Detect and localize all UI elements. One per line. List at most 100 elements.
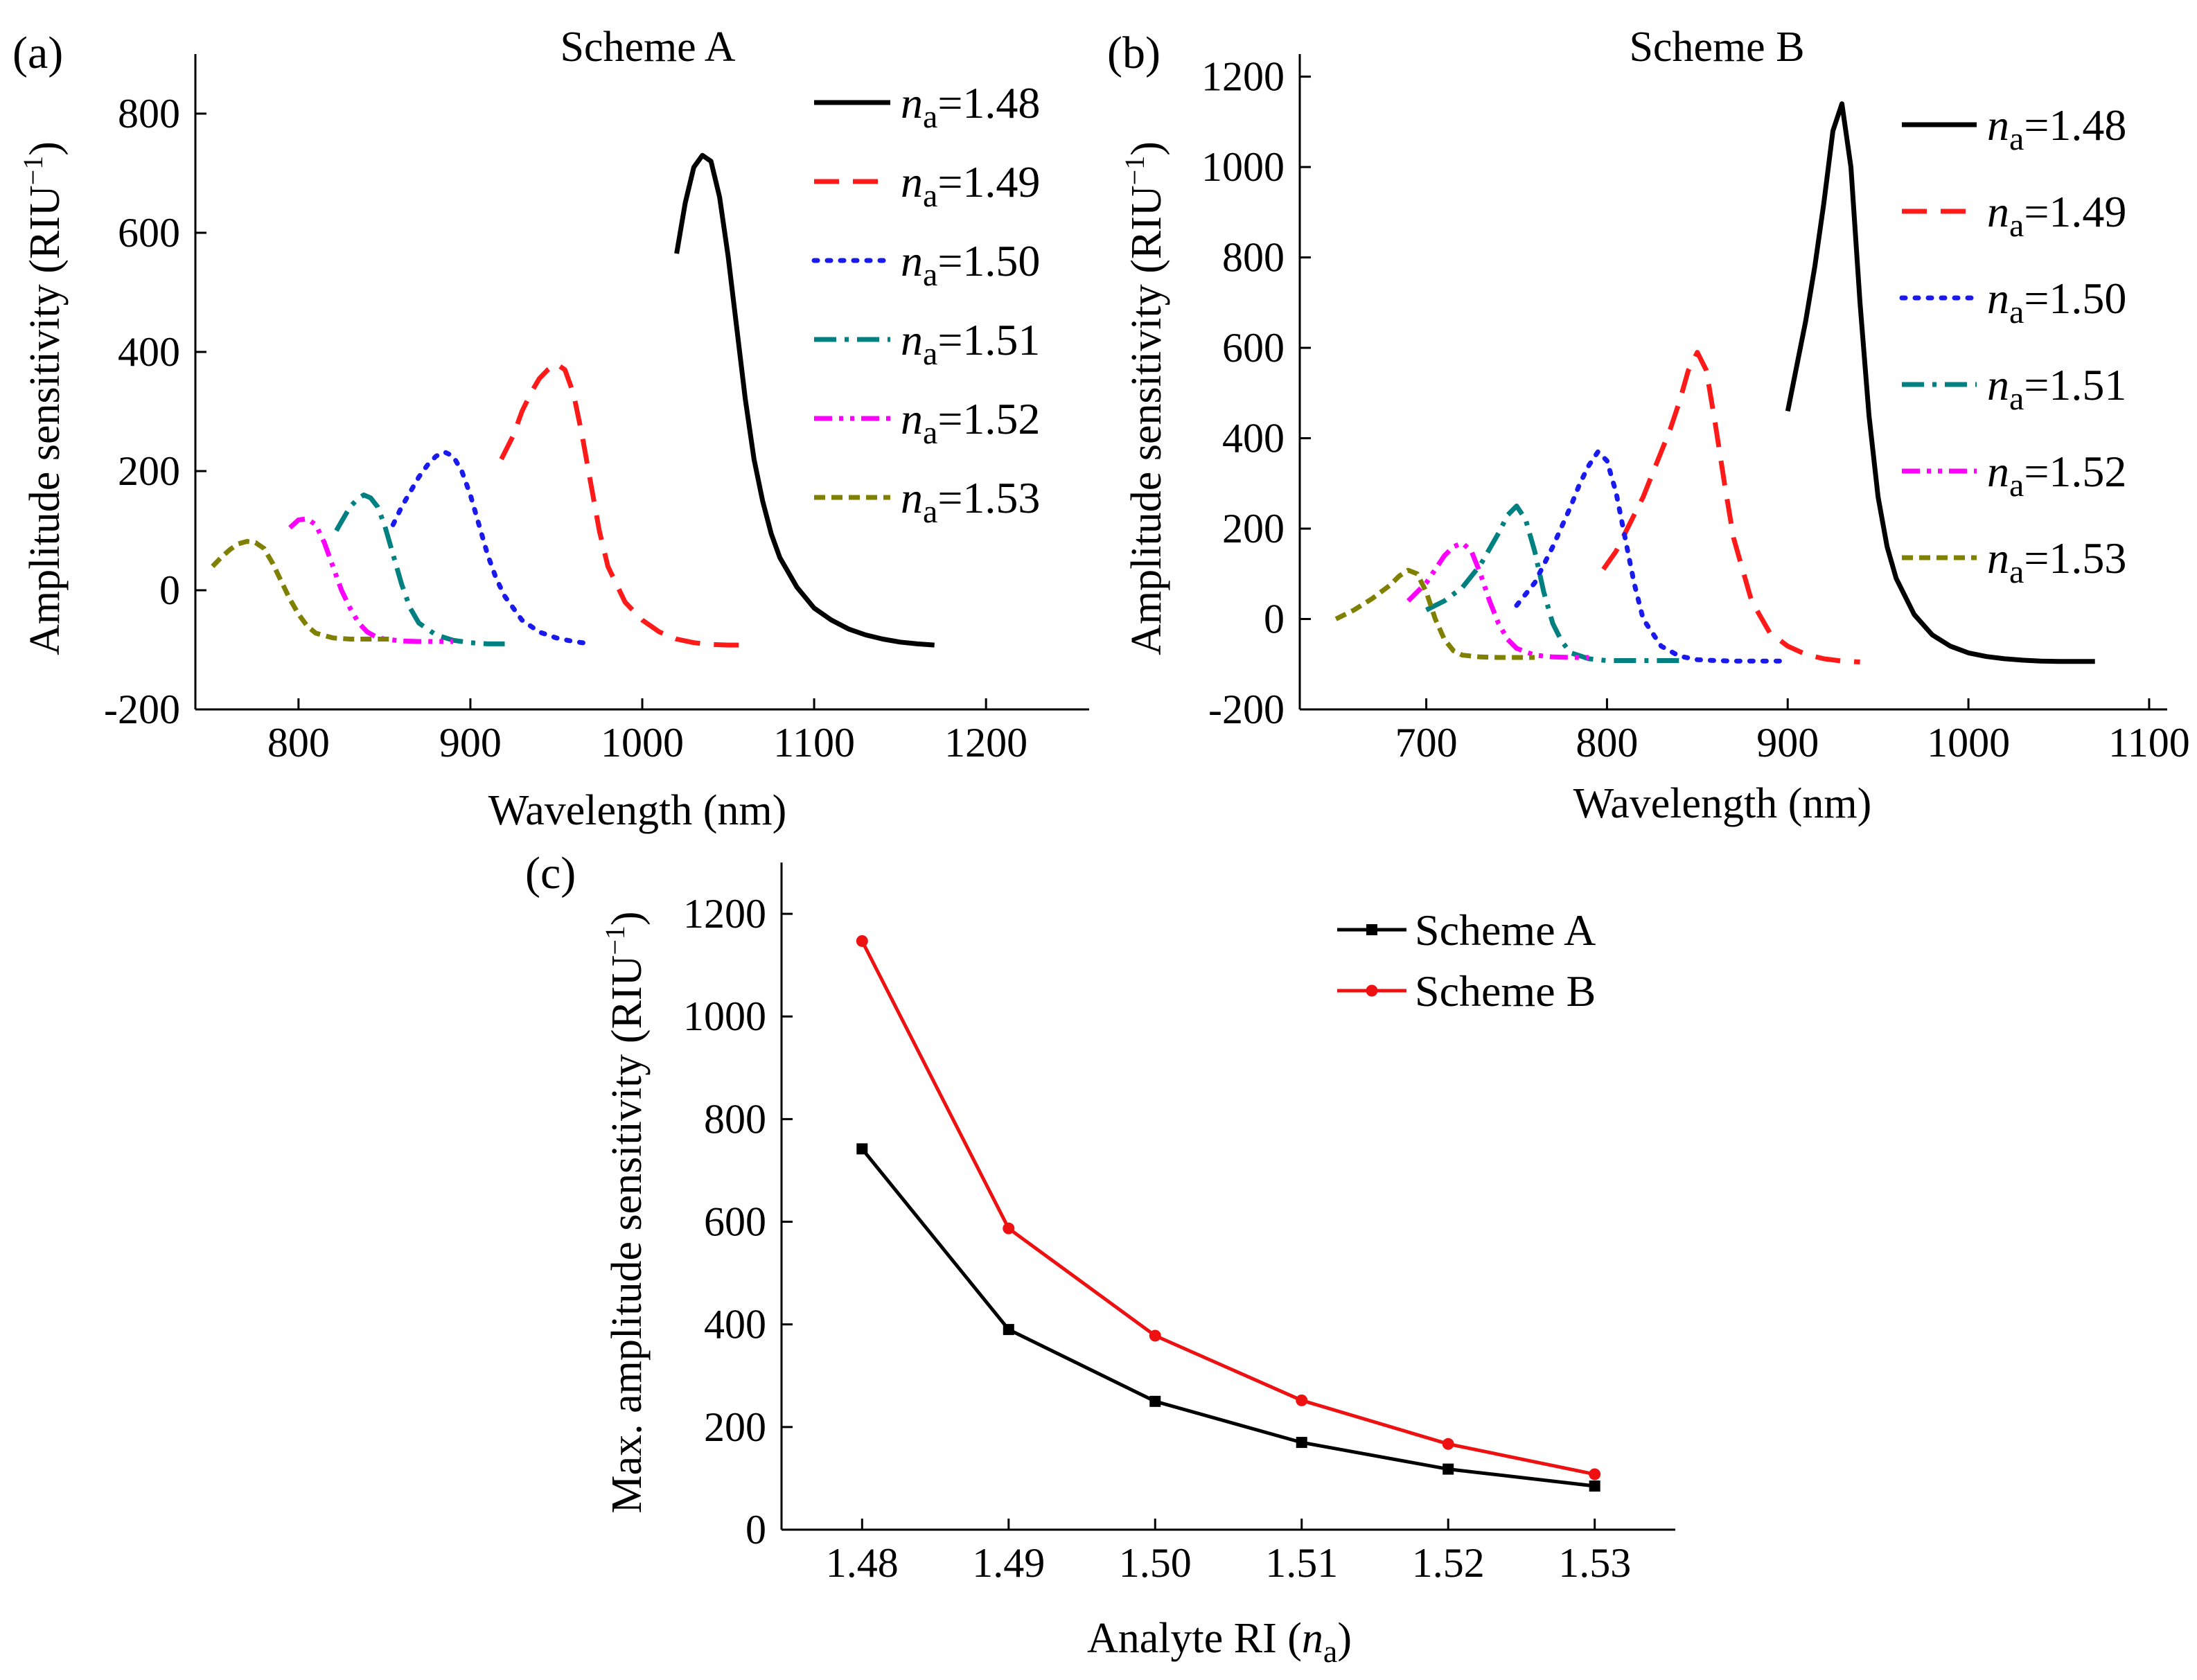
a-legend-label-2: na=1.49 <box>901 157 1040 214</box>
legend-label-n: n <box>901 473 923 522</box>
legend-label-sub: a <box>2009 554 2024 590</box>
b-legend-label-2: na=1.49 <box>1987 187 2126 244</box>
panel-c-series <box>856 935 1601 1492</box>
legend-label-value: =1.52 <box>2024 447 2126 496</box>
a-legend-label-4: na=1.51 <box>901 315 1040 372</box>
c-marker-square <box>856 1143 868 1155</box>
c-marker-circle <box>1003 1222 1015 1235</box>
b-y-tick-label: 400 <box>1222 416 1285 461</box>
b-y-tick-label: 800 <box>1222 235 1285 281</box>
panel-a-x-axis-title: Wavelength (nm) <box>488 787 787 834</box>
legend-label-n: n <box>1987 360 2009 409</box>
panel-c-legend: Scheme A Scheme B <box>1337 905 1596 1016</box>
panel-c-label: (c) <box>525 848 576 899</box>
c-marker-square <box>1589 1480 1600 1492</box>
a-series-line-3 <box>390 450 594 646</box>
c-y-tick-label: 1000 <box>683 993 766 1039</box>
b-legend-label-1: na=1.48 <box>1987 100 2126 157</box>
panel-c-y-axis-title-sup: −1 <box>599 926 630 955</box>
panel-c-y-axis-title-text: Max. amplitude sensitivity (RIU <box>603 955 651 1514</box>
a-series-line-6 <box>211 539 394 642</box>
legend-label-value: =1.48 <box>937 78 1040 127</box>
a-series-line-4 <box>334 492 505 646</box>
b-series-line-6 <box>1334 567 1535 660</box>
c-marker-square <box>1149 1395 1161 1407</box>
panel-a-y-axis-title-close: ) <box>21 141 69 156</box>
c-marker-circle <box>1149 1329 1161 1342</box>
legend-label-sub: a <box>2009 380 2024 417</box>
c-y-tick-label: 400 <box>704 1302 766 1347</box>
legend-label-n: n <box>1987 100 2009 150</box>
b-series-line-2 <box>1601 350 1860 664</box>
panel-c-x-axis-title-italic: n <box>1302 1615 1323 1662</box>
a-y-tick-label: -200 <box>104 687 180 732</box>
b-y-tick-label: 1000 <box>1201 144 1285 190</box>
a-x-tick-label: 1100 <box>773 720 855 766</box>
a-y-tick-label: 200 <box>118 448 180 494</box>
b-series-line-4 <box>1425 503 1679 663</box>
legend-label-value: =1.52 <box>937 394 1040 443</box>
c-y-tick-label: 200 <box>704 1404 766 1450</box>
panel-b-ticks: 700 800 900 1000 1100 -200 0 200 400 600 800 1000 12… <box>1201 54 2190 766</box>
a-series-line-1 <box>674 152 935 648</box>
legend-label-value: =1.51 <box>2024 360 2126 409</box>
panel-a-label: (a) <box>12 28 63 78</box>
a-y-tick-label: 400 <box>118 329 180 375</box>
a-y-tick-label: 0 <box>159 567 180 613</box>
legend-label-sub: a <box>2009 467 2024 504</box>
b-x-tick-label: 800 <box>1576 720 1638 766</box>
panel-a-y-axis-title: Amplitude sensitivity (RIU−1) <box>17 141 69 655</box>
panel-a-y-axis-title-sup: −1 <box>17 156 48 186</box>
panel-c-x-axis-title-suffix: ) <box>1337 1615 1352 1662</box>
a-x-tick-label: 1000 <box>601 720 684 766</box>
c-legend-marker <box>1366 984 1378 997</box>
c-marker-square <box>1296 1437 1307 1449</box>
c-x-tick-label: 1.52 <box>1412 1540 1485 1586</box>
a-series-line-5 <box>288 516 454 644</box>
b-series-line-3 <box>1514 449 1790 664</box>
legend-label-value: =1.53 <box>2024 533 2126 583</box>
panel-a-y-axis-title-text: Amplitude sensitivity (RIU <box>21 185 69 655</box>
legend-label-n: n <box>1987 187 2009 236</box>
panel-b-title: Scheme B <box>1629 24 1804 71</box>
legend-label-value: =1.50 <box>2024 274 2126 323</box>
c-x-tick-label: 1.50 <box>1119 1540 1192 1586</box>
c-marker-circle <box>1296 1394 1308 1406</box>
legend-label-sub: a <box>923 256 937 293</box>
a-y-tick-label: 800 <box>118 91 180 136</box>
legend-label-sub: a <box>923 493 937 530</box>
legend-label-value: =1.53 <box>937 473 1040 522</box>
legend-label-value: =1.48 <box>2024 100 2126 150</box>
panel-c-ticks: 1.48 1.49 1.50 1.51 1.52 1.53 0 200 400 600 800 100… <box>683 863 1675 1586</box>
c-marker-circle <box>856 935 868 947</box>
panel-a-series <box>211 152 935 648</box>
b-x-tick-label: 700 <box>1395 720 1458 766</box>
c-series-line-2 <box>861 940 1596 1476</box>
b-y-tick-label: 200 <box>1222 506 1285 551</box>
c-legend-label-1: Scheme A <box>1415 905 1596 955</box>
legend-label-sub: a <box>923 98 937 135</box>
panel-a-ticks: 800 900 1000 1100 1200 -200 0 200 400 600 800 <box>104 54 1089 766</box>
c-x-tick-label: 1.48 <box>826 1540 899 1586</box>
panel-a-title: Scheme A <box>560 24 735 71</box>
b-legend-label-4: na=1.51 <box>1987 360 2126 417</box>
legend-label-n: n <box>1987 533 2009 583</box>
c-x-tick-label: 1.51 <box>1265 1540 1338 1586</box>
b-legend-label-6: na=1.53 <box>1987 533 2126 590</box>
legend-label-n: n <box>901 394 923 443</box>
legend-label-sub: a <box>2009 294 2024 330</box>
c-series-line-1 <box>861 1147 1595 1488</box>
a-series-line-2 <box>499 361 742 648</box>
legend-label-value: =1.50 <box>937 236 1040 285</box>
a-x-tick-label: 900 <box>439 720 502 766</box>
b-x-tick-label: 900 <box>1756 720 1819 766</box>
panel-a-legend: na=1.48na=1.49na=1.50na=1.51na=1.52na=1.… <box>811 78 1040 530</box>
b-x-tick-label: 1100 <box>2108 720 2190 766</box>
a-x-tick-label: 1200 <box>944 720 1027 766</box>
panel-b-y-axis-title-sup: −1 <box>1119 156 1150 186</box>
c-marker-circle <box>1442 1438 1454 1450</box>
panel-b-y-axis-title-text: Amplitude sensitivity (RIU <box>1123 185 1170 655</box>
panel-b-y-axis-title-close: ) <box>1123 141 1170 156</box>
